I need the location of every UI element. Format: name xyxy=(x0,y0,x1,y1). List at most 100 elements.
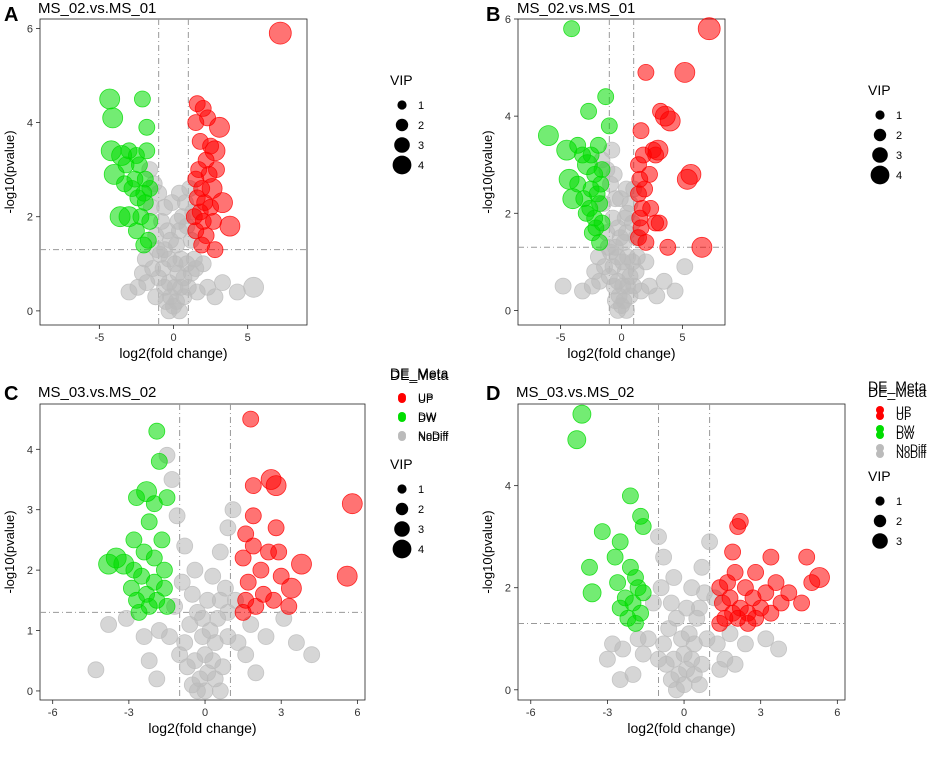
data-point xyxy=(762,548,780,566)
data-point xyxy=(772,594,790,612)
data-point xyxy=(234,604,252,621)
y-tick-label: 6 xyxy=(505,14,511,26)
x-axis-label: log2(fold change) xyxy=(148,720,256,736)
data-point xyxy=(591,233,608,251)
data-point xyxy=(581,558,598,576)
y-tick-label: 4 xyxy=(27,118,33,130)
data-point xyxy=(336,565,358,587)
legend-meta-label: UP xyxy=(896,411,911,423)
legend-meta-label: UP xyxy=(896,405,911,417)
data-point xyxy=(645,594,662,612)
data-point xyxy=(194,610,211,627)
data-point xyxy=(163,471,181,488)
x-tick-label: 3 xyxy=(758,707,764,719)
x-tick-label: 3 xyxy=(278,707,284,719)
legend-vip-label: 2 xyxy=(418,120,424,132)
data-point xyxy=(244,477,262,495)
data-point xyxy=(691,236,713,258)
y-tick-label: 1 xyxy=(27,626,33,638)
data-point xyxy=(341,493,363,515)
data-point xyxy=(747,564,764,581)
data-point xyxy=(586,263,604,281)
data-point xyxy=(757,630,775,648)
series-dw xyxy=(567,404,652,632)
data-point xyxy=(693,558,711,576)
data-point xyxy=(701,533,718,551)
data-point xyxy=(209,116,230,138)
legend-meta-label: DW xyxy=(418,411,437,423)
legend-vip-label: 1 xyxy=(896,110,902,122)
data-point xyxy=(148,422,166,440)
legend-vip-symbol xyxy=(872,533,888,549)
series-nodiff xyxy=(599,528,787,699)
data-point xyxy=(130,604,148,621)
legend-meta-label: UP xyxy=(418,394,433,406)
data-point xyxy=(647,146,664,164)
legend-meta-symbol xyxy=(876,425,884,433)
data-point xyxy=(120,283,138,301)
series-up xyxy=(185,21,292,259)
data-point xyxy=(158,598,176,615)
data-point xyxy=(554,277,572,295)
data-point xyxy=(604,635,621,653)
legend-vip-title: VIP xyxy=(390,72,413,88)
data-point xyxy=(208,161,225,179)
data-point xyxy=(587,219,605,237)
data-point xyxy=(204,567,222,585)
x-tick-label: 0 xyxy=(202,707,208,719)
data-point xyxy=(599,650,616,668)
data-point xyxy=(721,625,739,643)
legend-vip-symbol xyxy=(392,539,412,559)
data-point xyxy=(674,62,696,83)
data-point xyxy=(188,682,206,700)
data-point xyxy=(691,676,708,694)
legend-vip-label: 4 xyxy=(418,544,424,556)
data-point xyxy=(676,168,698,190)
data-point xyxy=(580,102,597,120)
legend-vip-label: 1 xyxy=(418,100,424,112)
data-point xyxy=(572,404,592,424)
data-point xyxy=(803,574,821,591)
legend-vip-label: 2 xyxy=(418,504,424,516)
data-point xyxy=(140,513,158,531)
data-point xyxy=(150,622,168,639)
legend-meta-symbol xyxy=(398,414,406,422)
data-point xyxy=(211,543,229,561)
data-point xyxy=(98,553,119,575)
data-point xyxy=(234,549,252,567)
y-tick-label: 0 xyxy=(27,306,33,318)
data-point xyxy=(609,574,626,591)
data-point xyxy=(630,185,647,203)
data-point xyxy=(219,519,237,537)
data-point xyxy=(634,584,652,602)
data-point xyxy=(155,579,173,597)
legend-vip-symbol xyxy=(873,514,887,528)
legend-vip-symbol xyxy=(395,502,409,516)
data-point xyxy=(147,288,165,306)
data-point xyxy=(676,258,694,276)
y-tick-label: 0 xyxy=(505,685,511,697)
x-axis-label: log2(fold change) xyxy=(567,345,675,361)
data-point xyxy=(183,585,201,603)
data-point xyxy=(141,212,159,230)
data-point xyxy=(798,548,816,566)
data-point xyxy=(265,591,283,609)
data-point xyxy=(219,604,237,621)
y-tick-label: 6 xyxy=(27,23,33,35)
legend-vip-title: VIP xyxy=(868,468,891,484)
data-point xyxy=(125,531,143,549)
data-point xyxy=(287,634,305,651)
data-point xyxy=(127,222,145,240)
legend-meta-label: NoDiff xyxy=(896,443,927,455)
data-point xyxy=(303,646,321,664)
panel-title: MS_02.vs.MS_01 xyxy=(517,0,635,17)
series-up xyxy=(234,410,363,621)
data-point xyxy=(618,301,635,319)
panel-title: MS_03.vs.MS_02 xyxy=(516,384,634,401)
panel-title: MS_02.vs.MS_01 xyxy=(38,0,156,17)
data-point xyxy=(650,650,667,668)
data-point xyxy=(257,628,275,645)
y-axis-label: -log10(pvalue) xyxy=(2,510,17,593)
data-point xyxy=(135,236,153,254)
